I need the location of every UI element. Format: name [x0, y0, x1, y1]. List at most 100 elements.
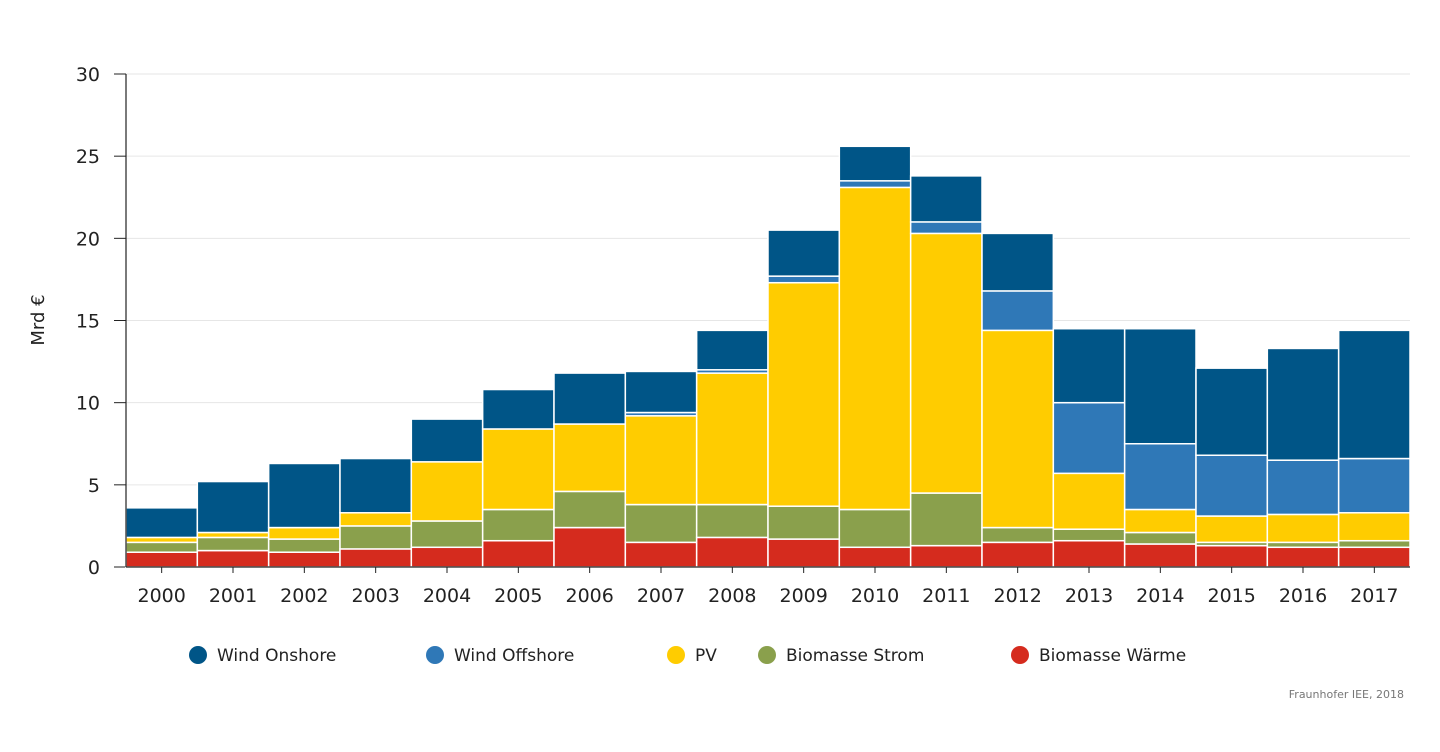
legend-label: Wind Offshore [454, 646, 574, 666]
bar-segment [1052, 472, 1126, 530]
bar-segment [1195, 544, 1269, 568]
x-tick-label: 2006 [565, 585, 613, 607]
y-tick-label: 20 [76, 228, 100, 250]
legend-item: PV [667, 646, 717, 666]
bar-segment [838, 180, 912, 189]
bar-segment [767, 275, 841, 284]
bar-segment [1266, 347, 1340, 461]
bar-segment [339, 525, 413, 550]
legend-label: Biomasse Strom [786, 646, 924, 666]
bar-segment [1266, 546, 1340, 568]
bar-segment [624, 415, 698, 506]
legend-swatch [758, 646, 776, 664]
bar-segment [410, 418, 484, 463]
bar-segment [1123, 327, 1197, 445]
bar-segment [1052, 539, 1126, 568]
bar-segment [1052, 327, 1126, 404]
y-tick-label: 15 [76, 311, 100, 333]
bar-segment [481, 388, 555, 430]
bar-segment [125, 551, 199, 568]
bar-segment [553, 372, 627, 425]
bar-segment [909, 232, 983, 494]
bar-segment [1195, 367, 1269, 457]
bar-segment [125, 507, 199, 539]
legend-label: PV [695, 646, 717, 666]
bar-segment [767, 505, 841, 540]
bar-segment [1123, 508, 1197, 534]
bar-segment [553, 423, 627, 493]
bar-segment [196, 549, 270, 568]
bar-segment [838, 186, 912, 511]
bar-segment [339, 512, 413, 527]
legend-item: Biomasse Wärme [1011, 646, 1186, 666]
x-tick-label: 2015 [1207, 585, 1255, 607]
bar-segment [1266, 459, 1340, 516]
bar-segment [553, 490, 627, 529]
y-tick-label: 0 [88, 557, 100, 579]
x-tick-label: 2016 [1279, 585, 1327, 607]
y-axis-label: Mrd € [28, 294, 49, 345]
x-tick-label: 2004 [423, 585, 471, 607]
legend-swatch [667, 646, 685, 664]
x-tick-label: 2007 [637, 585, 685, 607]
bar-segment [695, 536, 769, 568]
x-tick-label: 2001 [209, 585, 257, 607]
x-tick-label: 2010 [851, 585, 899, 607]
source-credit: Fraunhofer IEE, 2018 [1289, 688, 1404, 701]
x-tick-label: 2017 [1350, 585, 1398, 607]
legend-swatch [189, 646, 207, 664]
bar-segment [624, 503, 698, 544]
bar-segment [838, 145, 912, 182]
bar-segment [695, 329, 769, 371]
bar-segment [624, 541, 698, 568]
y-tick-label: 30 [76, 64, 100, 86]
bar-segment [767, 538, 841, 568]
bar-segment [481, 508, 555, 542]
bar-segment [553, 526, 627, 568]
bar-segment [981, 329, 1055, 529]
x-tick-label: 2005 [494, 585, 542, 607]
bar-segment [410, 461, 484, 522]
bar-segment [125, 541, 199, 553]
legend-item: Biomasse Strom [758, 646, 924, 666]
bar-segment [838, 508, 912, 549]
bar-segment [695, 503, 769, 539]
bar-segment [981, 232, 1055, 292]
x-tick-label: 2000 [137, 585, 185, 607]
bar-segment [1337, 539, 1411, 549]
bar-segment [1337, 512, 1411, 542]
bar-segment [410, 520, 484, 549]
bars [125, 145, 1411, 568]
bar-segment [196, 536, 270, 552]
bar-segment [1123, 531, 1197, 545]
legend-item: Wind Onshore [189, 646, 336, 666]
bar-segment [1052, 401, 1126, 475]
bar-segment [1123, 443, 1197, 511]
bar-segment [1337, 329, 1411, 460]
bar-segment [1337, 457, 1411, 514]
y-tick-label: 10 [76, 393, 100, 415]
x-tick-label: 2008 [708, 585, 756, 607]
bar-segment [196, 480, 270, 534]
x-tick-label: 2011 [922, 585, 970, 607]
bar-segment [267, 526, 341, 540]
x-tick-label: 2009 [779, 585, 827, 607]
bar-segment [981, 541, 1055, 568]
bar-segment [909, 175, 983, 223]
x-tick-label: 2012 [993, 585, 1041, 607]
bar-segment [267, 538, 341, 553]
x-tick-label: 2003 [351, 585, 399, 607]
bar-segment [1266, 513, 1340, 544]
bar-segment [838, 546, 912, 568]
x-tick-label: 2014 [1136, 585, 1184, 607]
bar-segment [410, 546, 484, 568]
legend-swatch [426, 646, 444, 664]
axes [125, 74, 1410, 568]
bar-segment [767, 281, 841, 507]
x-tick-labels: 2000 2001 2002 2003 2004 2005 2006 2007 2008 2009… [137, 567, 1399, 607]
bar-segment [624, 370, 698, 414]
x-tick-label: 2002 [280, 585, 328, 607]
bar-segment [481, 539, 555, 568]
bar-segment [909, 221, 983, 235]
